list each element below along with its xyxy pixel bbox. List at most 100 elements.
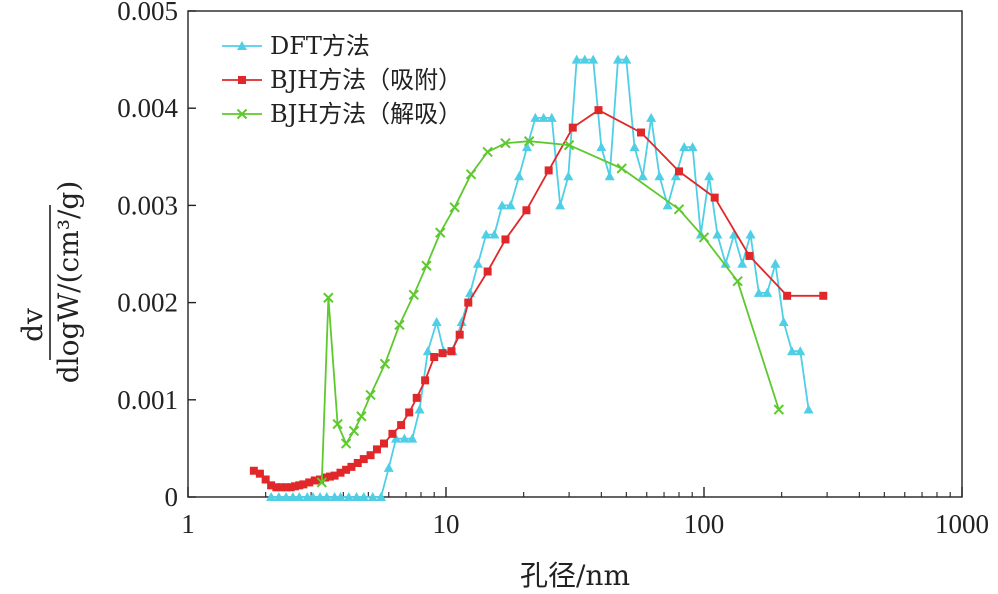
- y-tick-label: 0: [165, 482, 179, 512]
- data-point: [367, 492, 378, 501]
- data-point: [348, 425, 360, 437]
- data-point: [399, 433, 410, 443]
- data-point: [321, 492, 332, 501]
- data-point: [449, 202, 460, 213]
- x-axis-title: 孔径/nm: [520, 559, 630, 592]
- data-point: [412, 393, 421, 402]
- legend-marker: [236, 108, 248, 120]
- data-point: [388, 429, 397, 438]
- data-point: [505, 200, 516, 210]
- y-tick-label: 0.002: [117, 288, 178, 318]
- data-point: [267, 481, 276, 490]
- data-point: [563, 171, 574, 181]
- legend-marker: [238, 76, 246, 84]
- series-2: [249, 106, 828, 492]
- data-point: [294, 492, 305, 501]
- data-point: [407, 433, 418, 443]
- data-point: [497, 200, 508, 210]
- data-point: [430, 353, 439, 362]
- data-point: [523, 136, 535, 147]
- data-point: [712, 229, 723, 239]
- data-point: [753, 287, 764, 297]
- data-point: [249, 466, 258, 475]
- data-point: [819, 291, 828, 300]
- data-point: [305, 478, 314, 487]
- data-point: [612, 54, 623, 64]
- data-point: [330, 471, 339, 480]
- data-point: [679, 142, 690, 152]
- data-point: [538, 112, 549, 122]
- legend-item: BJH方法（解吸）: [222, 100, 462, 128]
- data-point: [347, 462, 356, 471]
- data-point: [522, 206, 531, 215]
- data-point: [568, 123, 577, 132]
- series-3: [316, 136, 785, 488]
- data-point: [272, 483, 281, 492]
- data-point: [266, 492, 277, 501]
- y-axis-title-numerator: dv: [16, 308, 49, 342]
- series-1: [266, 54, 814, 501]
- y-tick-label: 0.003: [117, 190, 178, 220]
- data-point: [291, 482, 300, 491]
- data-point: [408, 289, 419, 301]
- data-point: [762, 287, 773, 297]
- data-point: [673, 204, 685, 215]
- x-tick-label: 1000: [935, 509, 989, 539]
- data-point: [421, 260, 432, 271]
- data-point: [521, 142, 532, 152]
- data-point: [359, 455, 368, 464]
- data-point: [579, 54, 590, 64]
- data-point: [778, 317, 789, 327]
- y-tick-label: 0.004: [117, 93, 178, 123]
- data-point: [358, 492, 369, 501]
- data-point: [720, 258, 731, 268]
- data-point: [379, 358, 391, 370]
- y-tick-label: 0.001: [117, 385, 178, 415]
- data-point: [286, 483, 295, 492]
- data-point: [394, 319, 405, 331]
- data-point: [674, 167, 683, 176]
- data-point: [431, 317, 442, 327]
- data-point: [654, 171, 665, 181]
- legend-label: BJH方法（吸附）: [270, 66, 462, 94]
- data-point: [335, 492, 346, 501]
- data-point: [544, 166, 553, 175]
- data-point: [414, 404, 425, 414]
- data-point: [745, 251, 754, 260]
- data-point: [365, 389, 376, 401]
- data-point: [390, 433, 401, 443]
- data-point: [637, 128, 646, 137]
- data-point: [372, 445, 381, 454]
- data-point: [514, 171, 525, 181]
- data-point: [310, 476, 319, 485]
- data-point: [351, 492, 362, 501]
- series-layer: [249, 54, 828, 501]
- data-point: [489, 229, 500, 239]
- data-point: [356, 411, 367, 422]
- x-tick-label: 1: [181, 509, 195, 539]
- data-point: [483, 267, 492, 276]
- legend: DFT方法 BJH方法（吸附） BJH方法（解吸）: [222, 32, 462, 128]
- x-tick-label: 100: [684, 509, 725, 539]
- data-point: [786, 346, 797, 356]
- data-point: [379, 439, 388, 448]
- legend-label: DFT方法: [270, 32, 370, 60]
- data-point: [637, 171, 648, 181]
- data-point: [704, 171, 715, 181]
- data-point: [340, 438, 352, 449]
- data-point: [323, 292, 334, 303]
- data-point: [465, 169, 477, 180]
- data-point: [282, 483, 291, 492]
- data-point: [571, 54, 582, 64]
- data-point: [321, 473, 330, 482]
- data-point: [261, 475, 270, 484]
- data-point: [472, 258, 483, 268]
- data-point: [662, 200, 673, 210]
- data-point: [770, 258, 781, 268]
- data-point: [500, 137, 511, 149]
- data-point: [482, 146, 493, 158]
- data-point: [332, 418, 343, 430]
- data-point: [316, 477, 327, 488]
- data-point: [422, 346, 433, 356]
